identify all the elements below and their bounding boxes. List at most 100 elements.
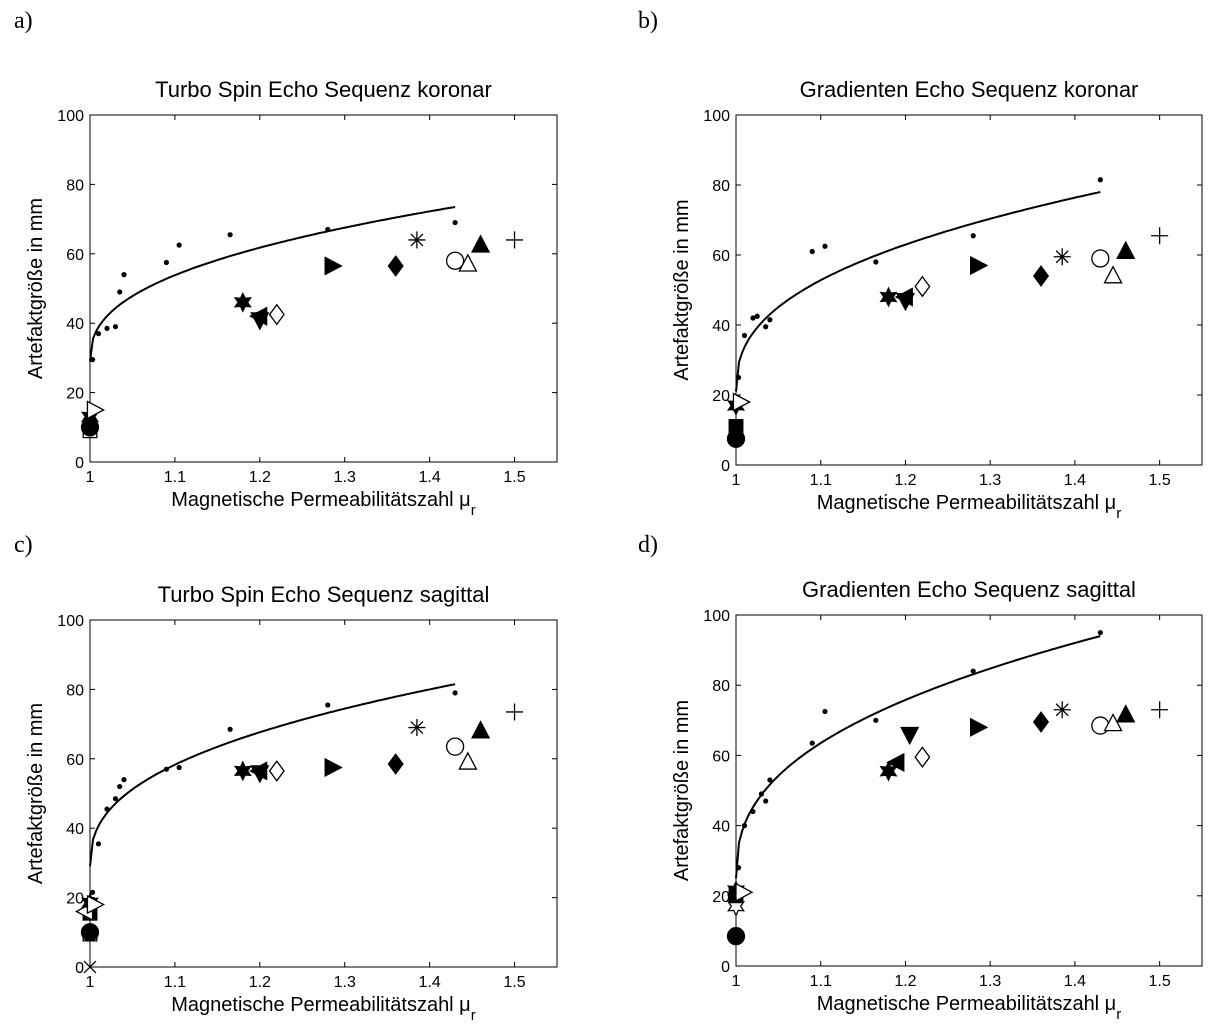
y-tick-label: 20 xyxy=(66,386,84,403)
data-point-dot xyxy=(754,313,760,319)
fit-curve xyxy=(89,206,456,362)
marker-circle-open xyxy=(445,737,465,756)
marker-hexagram-filled xyxy=(233,292,252,313)
marker-plus xyxy=(1151,701,1169,719)
x-tick-label: 1.4 xyxy=(419,469,441,486)
x-tick-label: 1 xyxy=(732,472,741,489)
data-point-dot xyxy=(763,798,769,804)
fit-curve xyxy=(735,635,1101,879)
marker-diamond-open xyxy=(914,275,931,298)
marker-triangle-down-filled xyxy=(900,726,920,746)
y-tick-label: 80 xyxy=(712,178,730,195)
data-point-dot xyxy=(112,796,119,802)
marker-triangle-up-filled xyxy=(471,720,491,739)
marker-triangle-up-filled xyxy=(471,234,491,253)
x-tick-label: 1 xyxy=(732,973,741,990)
data-point-dot xyxy=(176,242,182,248)
data-point-dot xyxy=(325,702,331,708)
x-tick-label: 1.1 xyxy=(810,973,832,990)
data-point-dot xyxy=(95,841,102,847)
marker-triangle-left-filled xyxy=(249,306,268,326)
data-point-dot xyxy=(452,219,458,226)
x-tick-label: 1.5 xyxy=(1149,973,1171,990)
marker-circle-open xyxy=(1091,249,1110,268)
y-tick-label: 20 xyxy=(712,388,730,405)
plot-frame xyxy=(89,114,558,463)
y-tick-label: 0 xyxy=(75,455,84,472)
data-point-dot xyxy=(809,248,815,255)
fit-curve xyxy=(89,683,456,867)
x-tick-label: 1 xyxy=(86,469,95,486)
y-tick-label: 80 xyxy=(712,678,730,695)
data-point-dot xyxy=(89,357,96,363)
panel-letter-b: b) xyxy=(638,8,658,34)
x-tick-label: 1.4 xyxy=(1064,472,1086,489)
data-point-dot xyxy=(735,865,742,871)
marker-diamond-open xyxy=(268,303,285,326)
y-tick-label: 100 xyxy=(703,108,730,125)
marker-plus xyxy=(1151,227,1169,245)
y-tick-label: 20 xyxy=(712,889,730,906)
x-tick-label: 1.5 xyxy=(503,974,525,991)
y-tick-label: 80 xyxy=(66,177,84,194)
data-point-dot xyxy=(117,289,123,295)
y-tick-label: 40 xyxy=(712,318,730,335)
marker-hexagram-open xyxy=(727,895,745,917)
y-tick-label: 60 xyxy=(66,247,84,264)
marker-triangle-up-open xyxy=(458,253,478,272)
marker-plus xyxy=(506,231,524,249)
fit-curve xyxy=(735,191,1101,392)
marker-x-mark xyxy=(83,960,97,974)
marker-diamond-filled xyxy=(1032,711,1050,733)
x-tick-label: 1.5 xyxy=(1149,472,1171,489)
marker-asterisk xyxy=(1053,701,1071,719)
marker-square-filled xyxy=(728,419,744,434)
data-point-dot xyxy=(112,324,119,330)
y-tick-label: 40 xyxy=(66,316,84,333)
y-tick-label: 40 xyxy=(712,819,730,836)
marker-diamond-open xyxy=(268,760,285,782)
data-point-dot xyxy=(176,764,182,771)
marker-triangle-up-filled xyxy=(1116,240,1136,259)
data-point-dot xyxy=(117,783,123,790)
chart-title: Gradienten Echo Sequenz koronar xyxy=(800,77,1139,102)
marker-triangle-right-filled xyxy=(324,256,343,276)
chart-title: Turbo Spin Echo Sequenz koronar xyxy=(155,77,492,102)
data-point-dot xyxy=(873,259,879,265)
x-axis-label: Magnetische Permeabilitätszahl μr xyxy=(171,994,475,1024)
x-stroke xyxy=(83,960,97,974)
asterisk-stroke xyxy=(1055,250,1069,264)
x-tick-label: 1.2 xyxy=(894,472,916,489)
chart-panel-4: Gradienten Echo Sequenz sagittal 1 1.1 1.2 1… xyxy=(671,577,1203,1023)
data-point-dot xyxy=(227,232,233,238)
plot-frame xyxy=(735,614,1203,967)
x-tick-label: 1.2 xyxy=(249,469,271,486)
data-point-dot xyxy=(735,374,742,381)
x-tick-label: 1.2 xyxy=(894,973,916,990)
marker-diamond-open xyxy=(914,746,931,769)
x-tick-label: 1.2 xyxy=(249,974,271,991)
marker-circle-open xyxy=(445,251,465,270)
marker-triangle-right-filled xyxy=(970,255,989,276)
x-tick-label: 1.5 xyxy=(503,469,525,486)
data-point-dot xyxy=(104,806,110,812)
x-tick-label: 1 xyxy=(86,974,95,991)
marker-triangle-right-filled xyxy=(970,717,989,737)
y-axis-label: Artefaktgröße in mm xyxy=(25,703,47,884)
chart-panel-3: Turbo Spin Echo Sequenz sagittal 1 1.1 1.2 1… xyxy=(25,582,558,1024)
data-point-dot xyxy=(763,324,769,330)
marker-triangle-right-filled xyxy=(324,757,343,778)
data-point-dot xyxy=(970,668,976,674)
y-tick-label: 60 xyxy=(712,748,730,765)
plot-frame xyxy=(89,619,558,968)
data-point-dot xyxy=(227,726,233,732)
y-tick-label: 20 xyxy=(66,891,84,908)
plot-frame xyxy=(735,114,1203,466)
marker-diamond-filled xyxy=(387,255,404,277)
y-tick-label: 100 xyxy=(57,108,84,125)
data-point-dot xyxy=(89,889,96,895)
x-tick-label: 1.3 xyxy=(334,469,356,486)
data-point-dot xyxy=(163,259,170,266)
data-point-dot xyxy=(809,740,815,746)
data-point-dot xyxy=(1097,629,1103,636)
